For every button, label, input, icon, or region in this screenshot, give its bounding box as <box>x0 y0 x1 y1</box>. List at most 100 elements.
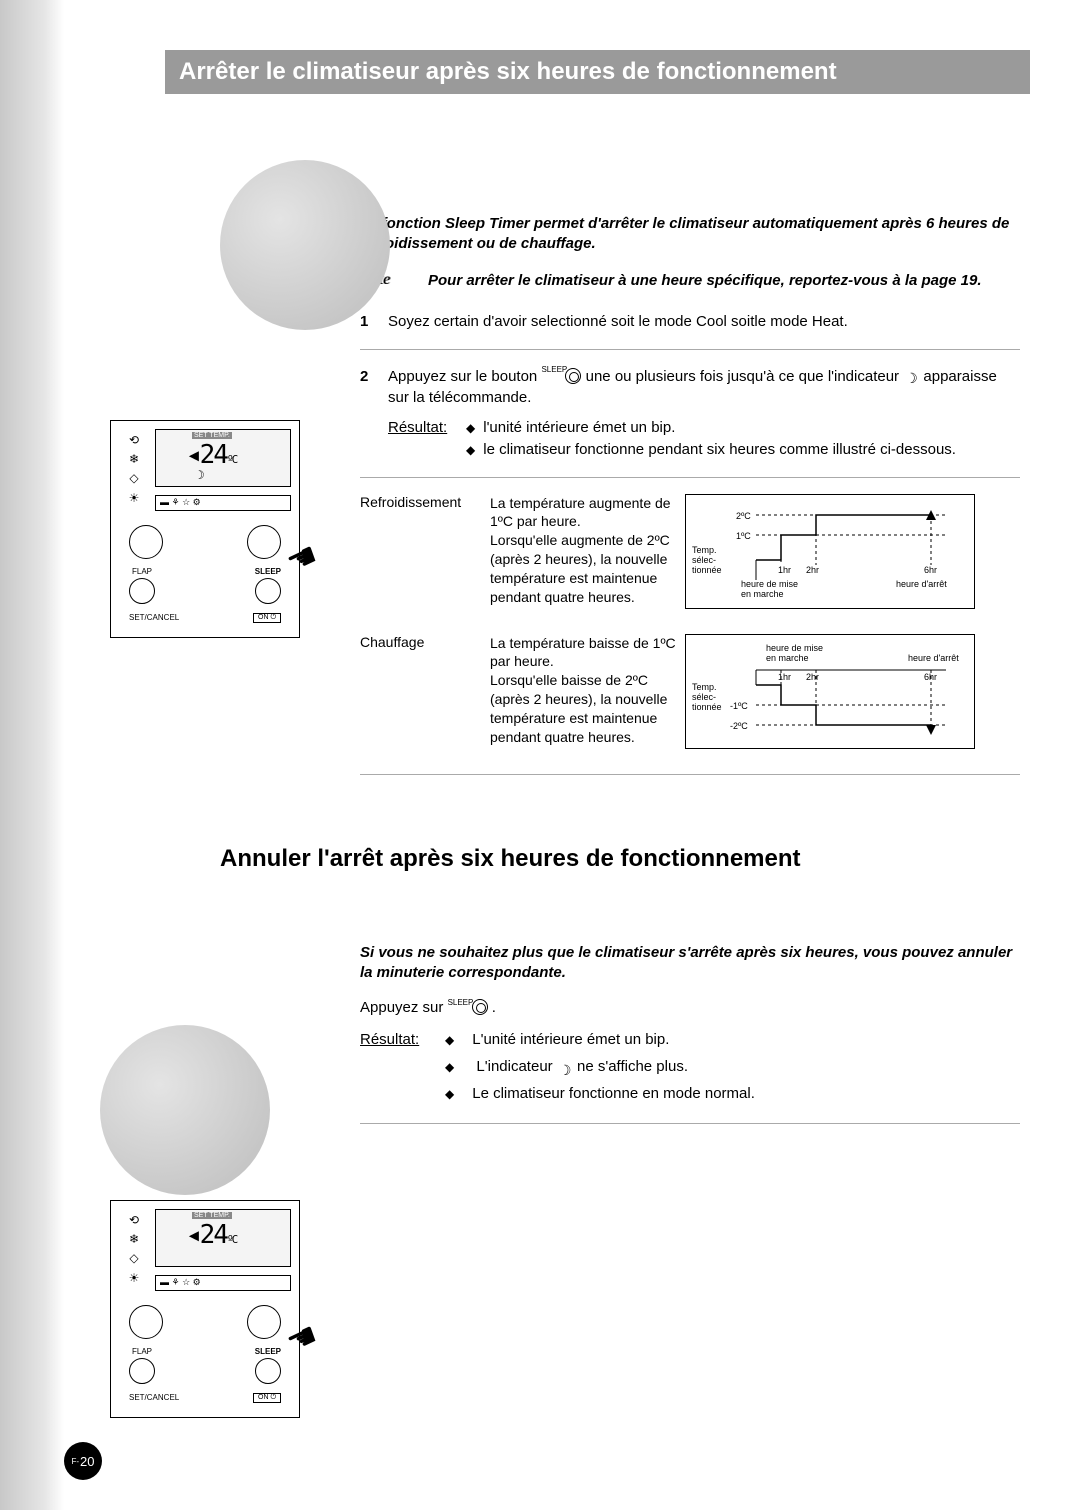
chart-xlabel: 6hr <box>924 565 937 575</box>
cooling-chart-svg: 2ºC 1ºC Temp.sélec-tionnée 1hr 2hr 6hr h… <box>685 494 975 609</box>
on-label: ON ⏻ <box>253 612 281 623</box>
flap-button: FLAP <box>129 1347 155 1386</box>
divider <box>360 349 1020 350</box>
page-number-badge: F-20 <box>64 1442 102 1480</box>
chart-xlabel: 1hr <box>778 565 791 575</box>
cooling-row: Refroidissement La température augmente … <box>360 494 1020 612</box>
chart-ylabel: -1ºC <box>730 701 748 711</box>
heating-label: Chauffage <box>360 634 490 752</box>
note-row: Note Pour arrêter le climatiseur à une h… <box>360 271 1020 291</box>
dry-icon: ◇ <box>121 1249 147 1268</box>
heating-text: La température baisse de 1ºC par heure. … <box>490 634 685 752</box>
chart-xlabel: 6hr <box>924 672 937 682</box>
temp-display: ◂24ºC <box>186 440 236 470</box>
remote-screen: SET TEMP. ◂24ºC ☽ <box>155 429 291 487</box>
step-1: 1 Soyez certain d'avoir selectionné soit… <box>360 311 1020 333</box>
temp-display: ◂24ºC <box>186 1220 236 1250</box>
result-label: Résultat: <box>360 1026 445 1107</box>
chart-ylabel: 1ºC <box>736 531 751 541</box>
sleep-tiny-label: SLEEP <box>448 999 472 1007</box>
page-prefix: F- <box>71 1457 79 1466</box>
step-2: 2 Appuyez sur le bouton SLEEP une ou plu… <box>360 366 1020 461</box>
section2-intro: Si vous ne souhaitez plus que le climati… <box>360 943 1020 984</box>
chart-xlabel: 2hr <box>806 672 819 682</box>
result-item: le climatiseur fonctionne pendant six he… <box>466 439 1020 461</box>
remote-midbar: ▬ ⚘ ☆ ⚙ <box>155 495 291 511</box>
step-2-body: Appuyez sur le bouton SLEEP une ou plusi… <box>388 366 1020 461</box>
page-number: 20 <box>80 1454 94 1469</box>
auto-icon: ⟲ <box>121 431 147 450</box>
mode-button <box>129 523 163 561</box>
section2-content: Si vous ne souhaitez plus que le climati… <box>360 943 1020 1125</box>
power-button <box>247 523 281 561</box>
cool-icon: ❄ <box>121 450 147 469</box>
result-list: l'unité intérieure émet un bip. le clima… <box>466 417 1020 461</box>
result-item: L'unité intérieure émet un bip. <box>445 1026 755 1053</box>
sleep-tiny-label: SLEEP <box>541 366 565 374</box>
section1-content: La fonction Sleep Timer permet d'arrêter… <box>360 214 1020 775</box>
moon-indicator-icon: ☽ <box>194 468 205 482</box>
chart-stop-label: heure d'arrêt <box>896 579 947 589</box>
sleep-button-icon <box>565 368 581 384</box>
divider <box>360 1123 1020 1124</box>
sleep-button: SLEEP <box>255 567 281 606</box>
remote-screen: SET TEMP. ◂24ºC <box>155 1209 291 1267</box>
section1-intro: La fonction Sleep Timer permet d'arrêter… <box>360 214 1020 255</box>
page-content: Arrêter le climatiseur après six heures … <box>70 50 1030 1140</box>
remote-illustration-2: ⟲ ❄ ◇ ☀ SET TEMP. ◂24ºC ▬ ⚘ ☆ ⚙ FLAP SLE… <box>110 1200 300 1418</box>
heat-icon: ☀ <box>121 489 147 508</box>
remote-illustration-1: ⟲ ❄ ◇ ☀ SET TEMP. ◂24ºC ☽ ▬ ⚘ ☆ ⚙ FLAP S… <box>110 420 300 638</box>
dry-icon: ◇ <box>121 469 147 488</box>
chart-ylabel: -2ºC <box>730 721 748 731</box>
section2-result: Résultat: L'unité intérieure émet un bip… <box>360 1026 1020 1107</box>
cooling-chart: 2ºC 1ºC Temp.sélec-tionnée 1hr 2hr 6hr h… <box>685 494 1020 612</box>
divider <box>360 477 1020 478</box>
remote-mode-icons: ⟲ ❄ ◇ ☀ <box>121 1211 147 1288</box>
moon-indicator-icon <box>557 1060 573 1074</box>
step2-result: Résultat: l'unité intérieure émet un bip… <box>388 417 1020 461</box>
settemp-label: SET TEMP. <box>192 432 232 439</box>
auto-icon: ⟲ <box>121 1211 147 1230</box>
remote-mode-icons: ⟲ ❄ ◇ ☀ <box>121 431 147 508</box>
heat-icon: ☀ <box>121 1269 147 1288</box>
step-1-num: 1 <box>360 311 388 333</box>
step-2-num: 2 <box>360 366 388 461</box>
heating-chart: heure de miseen marche heure d'arrêt 1hr… <box>685 634 1020 752</box>
section1-title-bar: Arrêter le climatiseur après six heures … <box>165 50 1030 94</box>
settemp-label: SET TEMP. <box>192 1212 232 1219</box>
section2-press: Appuyez sur SLEEP . <box>360 999 1020 1016</box>
result-item: l'unité intérieure émet un bip. <box>466 417 1020 439</box>
mode-button <box>129 1303 163 1341</box>
cooling-text: La température augmente de 1ºC par heure… <box>490 494 685 612</box>
section1-title: Arrêter le climatiseur après six heures … <box>179 58 837 85</box>
sleep-button-icon <box>472 999 488 1015</box>
on-label: ON ⏻ <box>253 1392 281 1403</box>
step2-text-b: une ou plusieurs fois jusqu'à ce que l'i… <box>586 368 899 385</box>
heating-chart-svg: heure de miseen marche heure d'arrêt 1hr… <box>685 634 975 749</box>
cooling-label: Refroidissement <box>360 494 490 612</box>
divider <box>360 774 1020 775</box>
circle-badge-2 <box>100 1025 270 1195</box>
chart-stop-label: heure d'arrêt <box>908 653 959 663</box>
step-1-text: Soyez certain d'avoir selectionné soit l… <box>388 311 1020 333</box>
remote-midbar: ▬ ⚘ ☆ ⚙ <box>155 1275 291 1291</box>
result-item: Le climatiseur fonctionne en mode normal… <box>445 1080 755 1107</box>
chart-xlabel: 2hr <box>806 565 819 575</box>
chart-ylabel: 2ºC <box>736 511 751 521</box>
setcancel-label: SET/CANCEL <box>129 613 179 622</box>
flap-button: FLAP <box>129 567 155 606</box>
result-label: Résultat: <box>388 417 466 461</box>
chart-xlabel: 1hr <box>778 672 791 682</box>
step2-text-a: Appuyez sur le bouton <box>388 368 537 385</box>
moon-indicator-icon <box>903 370 919 384</box>
circle-badge-1 <box>220 160 390 330</box>
setcancel-label: SET/CANCEL <box>129 1393 179 1402</box>
result-list: L'unité intérieure émet un bip. L'indica… <box>445 1026 755 1107</box>
note-text: Pour arrêter le climatiseur à une heure … <box>428 271 982 291</box>
thumb-tab <box>0 0 64 1510</box>
heating-row: Chauffage La température baisse de 1ºC p… <box>360 634 1020 752</box>
cool-icon: ❄ <box>121 1230 147 1249</box>
power-button <box>247 1303 281 1341</box>
section2-title: Annuler l'arrêt après six heures de fonc… <box>220 845 1030 873</box>
result-item: L'indicateur ne s'affiche plus. <box>445 1053 755 1080</box>
